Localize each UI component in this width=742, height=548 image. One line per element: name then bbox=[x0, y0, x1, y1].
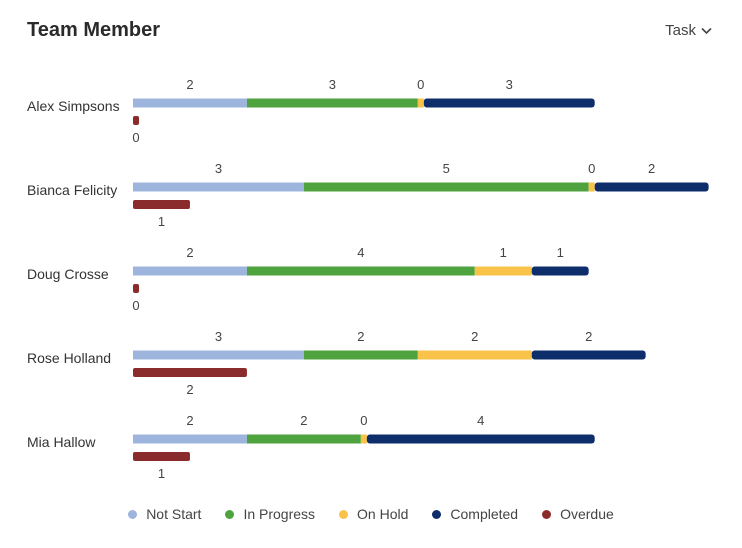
data-label-not-start: 2 bbox=[186, 77, 193, 92]
bar-completed bbox=[594, 182, 709, 192]
legend-item-completed[interactable]: Completed bbox=[432, 506, 518, 522]
data-label-overdue: 1 bbox=[158, 214, 165, 229]
legend-label: Not Start bbox=[146, 506, 202, 522]
data-label-completed: 2 bbox=[585, 329, 592, 344]
bar-in-progress bbox=[246, 266, 475, 276]
legend-dot-icon bbox=[432, 509, 442, 519]
bar-completed bbox=[366, 434, 595, 444]
bar-not-start bbox=[133, 350, 304, 360]
data-label-overdue: 0 bbox=[132, 130, 139, 145]
bar-in-progress bbox=[246, 434, 361, 444]
legend-label: Overdue bbox=[560, 506, 614, 522]
legend-label: Completed bbox=[450, 506, 519, 522]
data-label-not-start: 2 bbox=[186, 413, 193, 428]
category-label: Rose Holland bbox=[27, 350, 111, 366]
data-label-completed: 2 bbox=[648, 161, 655, 176]
data-label-in-progress: 2 bbox=[357, 329, 364, 344]
category-label: Mia Hallow bbox=[27, 434, 96, 450]
legend-dot-icon bbox=[339, 509, 349, 519]
legend-item-not-start[interactable]: Not Start bbox=[128, 506, 201, 522]
bar-overdue bbox=[133, 116, 139, 125]
legend-label: On Hold bbox=[357, 506, 409, 522]
bar-on-hold bbox=[588, 182, 595, 192]
bar-on-hold bbox=[417, 350, 532, 360]
data-label-in-progress: 5 bbox=[443, 161, 450, 176]
bar-not-start bbox=[133, 98, 247, 108]
legend-label: In Progress bbox=[243, 506, 316, 522]
task-filter-dropdown[interactable]: Task bbox=[665, 22, 712, 39]
data-label-on-hold: 2 bbox=[471, 329, 478, 344]
bar-not-start bbox=[133, 182, 304, 192]
category-label: Alex Simpsons bbox=[27, 98, 120, 114]
chevron-down-icon bbox=[701, 27, 712, 34]
chart-legend: Not Start In Progress On Hold Completed Over… bbox=[0, 506, 742, 522]
data-label-completed: 3 bbox=[506, 77, 513, 92]
bar-in-progress bbox=[246, 98, 418, 108]
data-label-overdue: 1 bbox=[158, 466, 165, 481]
bar-overdue bbox=[133, 200, 190, 209]
data-label-in-progress: 3 bbox=[329, 77, 336, 92]
stacked-bar-chart: Alex Simpsons 2 3 0 3 0 Bianca Felicity 3 5 0 2 1 Do… bbox=[27, 77, 709, 481]
data-label-not-start: 3 bbox=[215, 161, 222, 176]
legend-item-overdue[interactable]: Overdue bbox=[542, 506, 614, 522]
legend-item-in-progress[interactable]: In Progress bbox=[225, 506, 315, 522]
bar-not-start bbox=[133, 434, 247, 444]
data-label-on-hold: 0 bbox=[417, 77, 424, 92]
bar-on-hold bbox=[417, 98, 424, 108]
bar-on-hold bbox=[474, 266, 532, 276]
legend-dot-icon bbox=[542, 509, 552, 519]
category-label: Bianca Felicity bbox=[27, 182, 117, 198]
bar-completed bbox=[531, 266, 589, 276]
task-filter-label: Task bbox=[665, 22, 696, 39]
bar-overdue bbox=[133, 368, 247, 377]
bar-in-progress bbox=[303, 182, 589, 192]
data-label-on-hold: 0 bbox=[360, 413, 367, 428]
bar-overdue bbox=[133, 284, 139, 293]
chart-title: Team Member bbox=[27, 19, 161, 41]
bar-not-start bbox=[133, 266, 247, 276]
data-label-completed: 1 bbox=[557, 245, 564, 260]
bar-overdue bbox=[133, 452, 190, 461]
legend-dot-icon bbox=[128, 509, 138, 519]
bar-on-hold bbox=[360, 434, 367, 444]
bar-completed bbox=[423, 98, 595, 108]
data-label-in-progress: 2 bbox=[300, 413, 307, 428]
legend-item-on-hold[interactable]: On Hold bbox=[339, 506, 408, 522]
bar-in-progress bbox=[303, 350, 418, 360]
data-label-overdue: 2 bbox=[186, 382, 193, 397]
data-label-on-hold: 1 bbox=[500, 245, 507, 260]
data-label-not-start: 3 bbox=[215, 329, 222, 344]
category-label: Doug Crosse bbox=[27, 266, 109, 282]
legend-dot-icon bbox=[225, 509, 235, 519]
bar-completed bbox=[531, 350, 646, 360]
data-label-completed: 4 bbox=[477, 413, 484, 428]
data-label-on-hold: 0 bbox=[588, 161, 595, 176]
data-label-not-start: 2 bbox=[186, 245, 193, 260]
data-label-overdue: 0 bbox=[132, 298, 139, 313]
data-label-in-progress: 4 bbox=[357, 245, 364, 260]
